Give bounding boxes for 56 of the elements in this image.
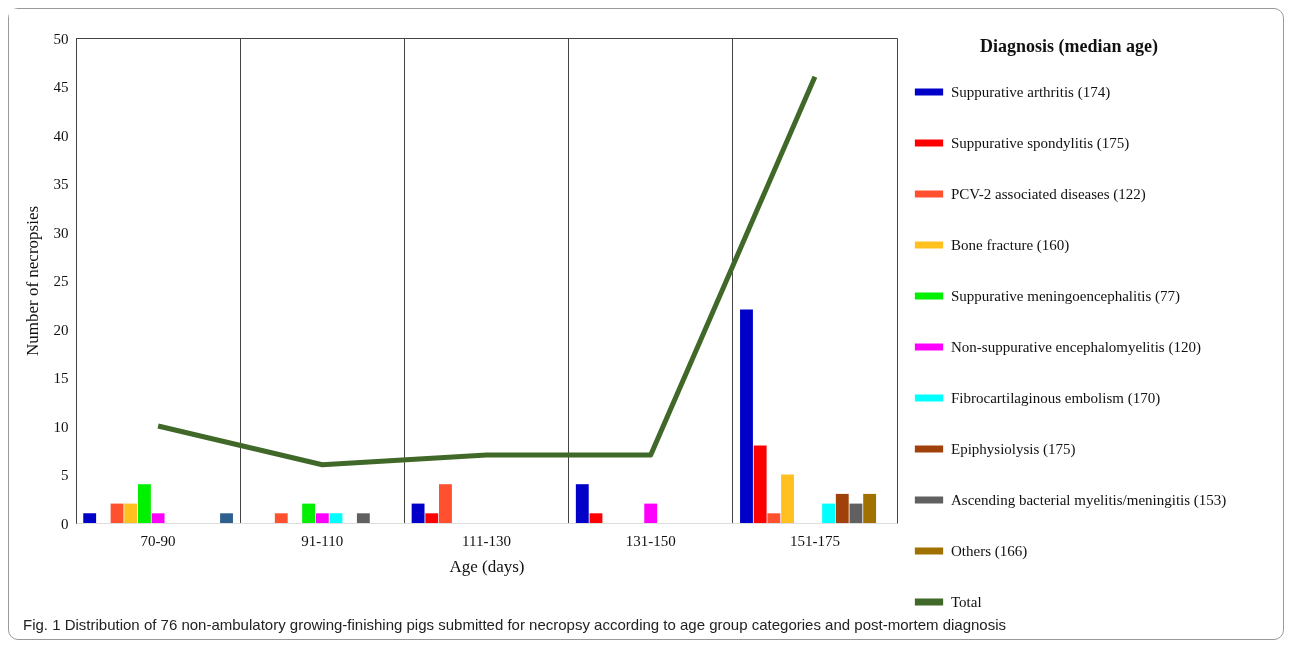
bar <box>124 503 138 523</box>
bar <box>411 503 425 523</box>
y-tick-label: 50 <box>53 30 69 47</box>
legend-title: Diagnosis (median age) <box>979 36 1159 57</box>
bar <box>315 513 329 523</box>
bar <box>137 484 151 523</box>
bar <box>110 503 124 523</box>
bar <box>83 513 97 523</box>
y-tick-label: 25 <box>53 273 69 289</box>
y-tick-label: 40 <box>53 127 69 144</box>
bar <box>849 503 863 523</box>
bar <box>425 513 439 523</box>
legend-label: Ascending bacterial myelitis/meningitis (153) <box>951 492 1227 509</box>
legend-label: PCV-2 associated diseases (122) <box>951 186 1146 203</box>
y-tick-label: 45 <box>53 79 69 95</box>
legend-label: Epiphysiolysis (175) <box>951 441 1076 458</box>
y-tick-label: 15 <box>53 370 69 386</box>
bar <box>274 513 288 523</box>
caption: Fig. 1 Distribution of 76 non-ambulatory growing-finishing pigs submitted for necropsy according to age group categories and post-mortem diagnosis <box>22 616 1008 635</box>
bar <box>356 513 370 523</box>
bar <box>302 503 316 523</box>
legend-label: Suppurative spondylitis (175) <box>951 135 1130 152</box>
bar <box>863 493 877 523</box>
y-tick-label: 0 <box>61 515 69 532</box>
bar <box>767 513 781 523</box>
y-axis-title: Number of necropsies <box>22 205 42 357</box>
bar <box>329 513 343 523</box>
x-tick-label: 70-90 <box>140 532 176 549</box>
bar <box>151 513 165 523</box>
bar <box>822 503 836 523</box>
bar <box>753 445 767 523</box>
x-tick-label: 131-150 <box>625 532 676 549</box>
legend-label: Suppurative arthritis (174) <box>951 84 1111 101</box>
y-tick-label: 10 <box>53 418 69 435</box>
x-tick-label: 91-110 <box>301 532 344 549</box>
x-tick-label: 151-175 <box>789 532 840 549</box>
y-tick-label: 30 <box>53 224 69 241</box>
legend-label: Bone fracture (160) <box>951 237 1070 254</box>
legend-label: Total <box>951 594 982 610</box>
bar <box>575 484 589 523</box>
bar <box>439 484 452 523</box>
legend-label: Suppurative meningoencephalitis (77) <box>951 288 1181 305</box>
legend-label: Non-suppurative encephalomyelitis (120) <box>951 339 1201 356</box>
y-tick-label: 20 <box>53 321 69 338</box>
bar <box>781 474 794 523</box>
legend-label: Fibrocartilaginous embolism (170) <box>951 390 1161 407</box>
y-tick-label: 5 <box>61 467 69 483</box>
bar <box>740 309 753 523</box>
bar <box>835 493 849 523</box>
bar <box>644 503 658 523</box>
bar <box>589 513 603 523</box>
legend-label: Others (166) <box>951 543 1028 560</box>
y-tick-label: 35 <box>53 176 69 192</box>
x-axis-title: Age (days) <box>449 556 525 576</box>
bar <box>220 513 233 523</box>
x-tick-label: 111-130 <box>462 532 511 549</box>
